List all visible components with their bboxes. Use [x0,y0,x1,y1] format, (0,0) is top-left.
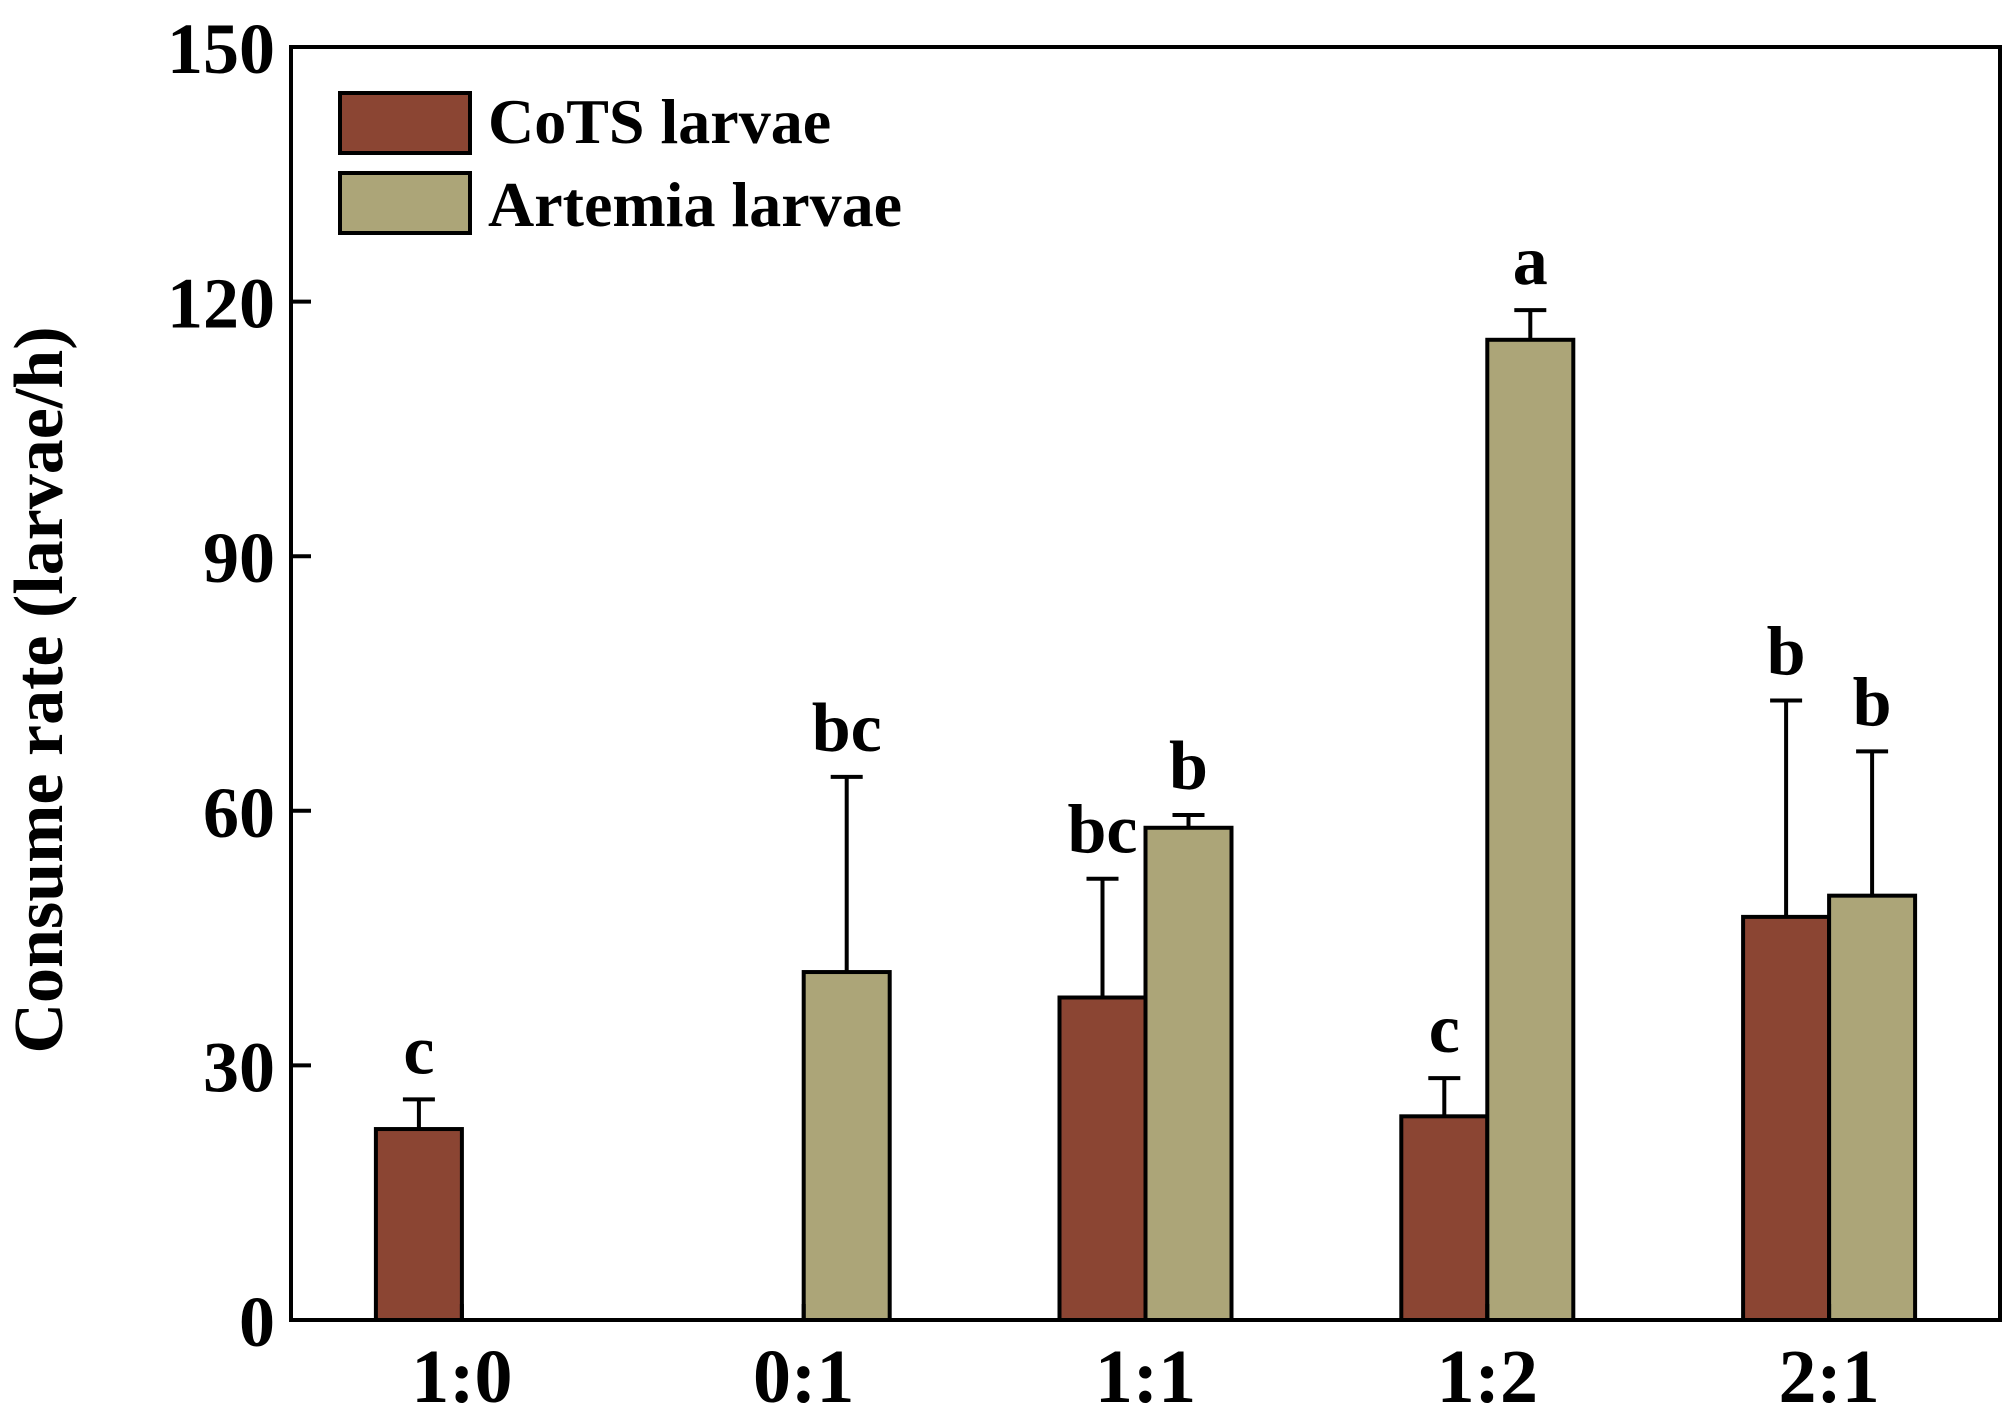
legend-label-cots: CoTS larvae [488,86,831,157]
significance-letter: b [1169,728,1208,805]
x-tick-label: 0:1 [753,1335,854,1418]
x-tick-label: 1:2 [1437,1335,1538,1418]
y-tick-label: 30 [203,1027,275,1107]
bar-cots [1741,914,1832,1323]
significance-letter: b [1767,613,1806,690]
legend-swatch-artemia [338,171,472,235]
x-tick-label: 1:1 [1095,1335,1196,1418]
bar-cots [1399,1114,1490,1322]
legend-swatch-cots [338,91,472,155]
y-tick-label: 0 [239,1282,275,1362]
bar-cots [373,1127,464,1323]
x-axis-ticks: 1:0 0:1 1:1 1:2 2:1 [411,1304,1880,1418]
bar-artemia [1827,893,1918,1323]
y-axis-label: Consume rate (larvae/h) [1,326,78,1053]
bar-artemia [1143,825,1234,1322]
legend-label-artemia: Artemia larvae [488,169,902,240]
y-tick-label: 150 [167,9,275,89]
y-tick-label: 60 [203,773,275,853]
y-tick-label: 120 [167,264,275,344]
error-bars-layer [402,308,1889,1130]
significance-letter: b [1853,664,1892,741]
y-axis-ticks: 0 30 60 90 120 150 [167,9,311,1362]
significance-letter: a [1513,223,1548,300]
significance-letter: c [1429,991,1460,1068]
x-tick-label: 2:1 [1778,1335,1879,1418]
significance-letter: c [403,1012,434,1089]
x-tick-label: 1:0 [411,1335,512,1418]
bar-artemia [1485,337,1576,1323]
bar-cots [1057,995,1148,1322]
significance-letter: bc [812,690,882,767]
significance-letter: bc [1068,792,1138,869]
bars-layer [373,337,1918,1323]
legend: CoTS larvae Artemia larvae [338,86,902,240]
y-tick-label: 90 [203,518,275,598]
bar-artemia [801,970,892,1323]
